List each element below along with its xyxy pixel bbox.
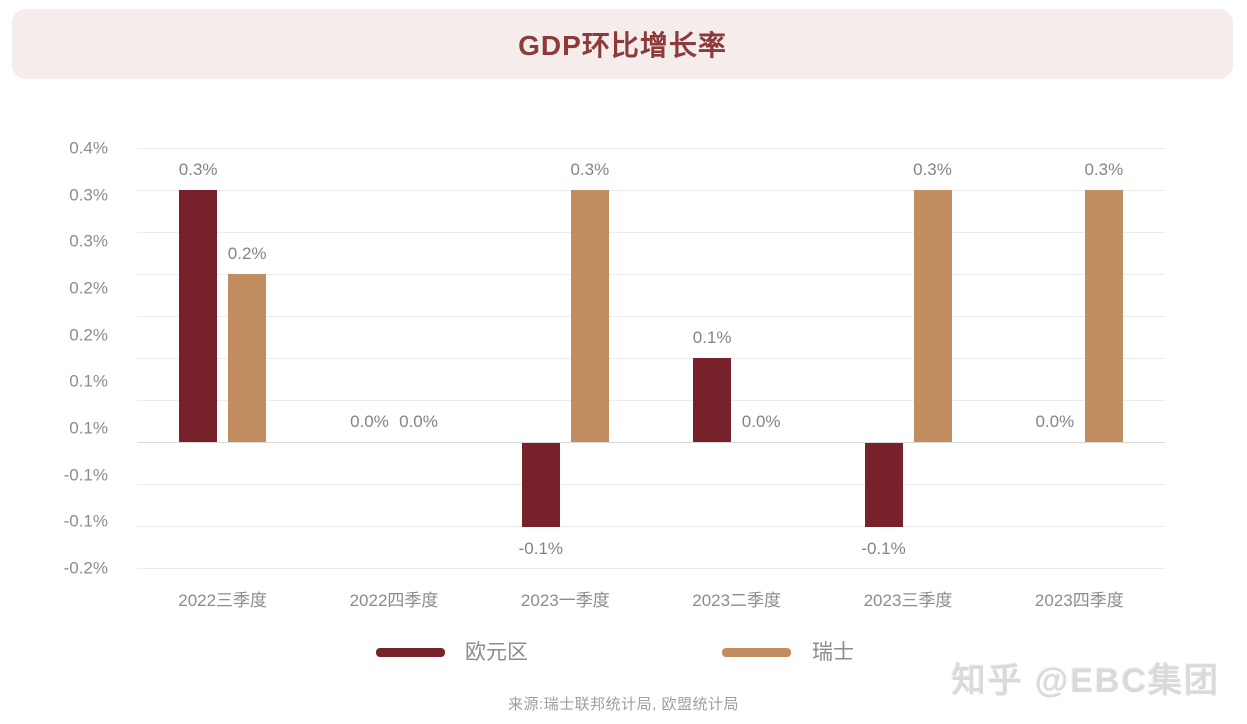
x-axis-label-2023一季度: 2023一季度: [520, 591, 610, 610]
bar-瑞士-2023四季度: [1084, 190, 1123, 442]
bar-瑞士-2023一季度: [570, 190, 609, 442]
gridline: [137, 274, 1165, 275]
zero-baseline: [137, 442, 1165, 443]
x-axis-label-2023二季度: 2023二季度: [692, 591, 782, 610]
plot-area: 0.3% 0.0% -0.1% 0.1% -0.1% 0.0% 0.2% 0.0% 0.3% 0.…: [137, 148, 1165, 569]
y-axis-tick-label: 0.1%: [69, 418, 108, 438]
legend-label-瑞士: 瑞士: [812, 641, 854, 664]
gridline: [137, 148, 1165, 149]
y-axis-tick-label: -0.2%: [63, 558, 108, 578]
watermark: 知乎 @EBC集团: [951, 662, 1220, 700]
data-label: 0.3%: [570, 160, 610, 179]
data-label: 0.0%: [741, 412, 781, 431]
bar-欧元区-2022三季度: [179, 190, 218, 442]
x-axis-label-2022三季度: 2022三季度: [178, 591, 268, 610]
bar-瑞士-2022三季度: [228, 274, 267, 442]
y-axis-tick-label: 0.4%: [69, 138, 108, 158]
legend-label-欧元区: 欧元区: [465, 641, 528, 664]
x-axis-label-2023四季度: 2023四季度: [1034, 591, 1124, 610]
data-label: 0.3%: [178, 160, 218, 179]
bar-欧元区-2023二季度: [693, 358, 732, 442]
x-axis-label-2023三季度: 2023三季度: [863, 591, 953, 610]
data-label: 0.0%: [350, 412, 389, 431]
data-label: 0.3%: [1084, 160, 1124, 179]
bar-欧元区-2023三季度: [864, 443, 903, 527]
gridline: [137, 400, 1165, 401]
y-axis-tick-label: 0.2%: [69, 278, 108, 298]
data-label: 0.2%: [227, 244, 267, 263]
data-label: 0.3%: [913, 160, 952, 179]
source-note: 来源:瑞士联邦统计局, 欧盟统计局: [507, 696, 739, 713]
y-axis-tick-label: -0.1%: [63, 511, 108, 531]
y-axis-tick-label: 0.2%: [69, 325, 108, 345]
gridline: [137, 484, 1165, 485]
bar-瑞士-2023三季度: [913, 190, 952, 442]
y-axis-tick-label: 0.1%: [69, 371, 108, 391]
gridline: [137, 190, 1165, 191]
data-label: 0.0%: [1035, 412, 1075, 431]
gridline: [137, 526, 1165, 527]
x-axis-label-2022四季度: 2022四季度: [349, 591, 439, 610]
data-label: 0.0%: [399, 412, 438, 431]
data-label: -0.1%: [861, 539, 906, 558]
gridline: [137, 316, 1165, 317]
bar-欧元区-2023一季度: [521, 443, 560, 527]
y-axis-labels: 0.4% 0.3% 0.3% 0.2% 0.2% 0.1% 0.1% -0.1% -0.1% -0…: [0, 140, 108, 577]
y-axis-tick-label: 0.3%: [69, 185, 108, 205]
data-label: -0.1%: [518, 539, 564, 558]
gridline: [137, 358, 1165, 359]
title-banner: GDP环比增长率: [12, 9, 1233, 79]
gridline: [137, 232, 1165, 233]
data-label: 0.1%: [692, 328, 732, 347]
y-axis-tick-label: 0.3%: [69, 231, 108, 251]
legend-swatch-欧元区: [376, 648, 445, 657]
gridline: [137, 568, 1165, 569]
legend-swatch-瑞士: [722, 648, 791, 657]
chart-title: GDP环比增长率: [518, 30, 727, 61]
y-axis-tick-label: -0.1%: [63, 465, 108, 485]
